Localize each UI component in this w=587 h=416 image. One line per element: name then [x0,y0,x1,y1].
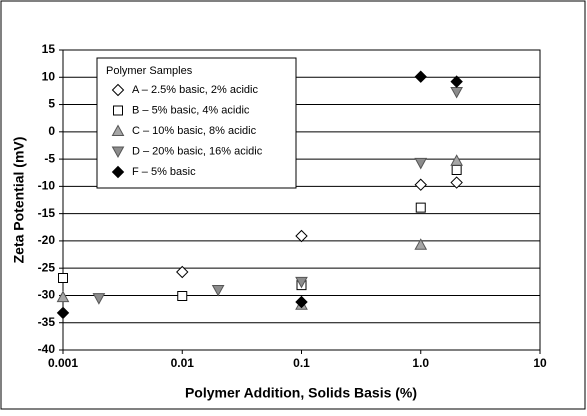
legend-label: A – 2.5% basic, 2% acidic [132,84,258,96]
y-tick-label: -35 [38,315,56,329]
legend-marker [111,146,125,159]
legend-title: Polymer Samples [106,65,193,77]
y-tick-label: 0 [48,124,55,138]
marker [450,176,463,189]
legend-box [96,57,297,189]
marker [295,295,308,309]
marker [414,178,427,191]
legend-label: D – 20% basic, 16% acidic [132,145,263,157]
plot-border [62,49,541,351]
y-tick-label: -40 [38,342,56,356]
y-axis-label: Zeta Potential (mV) [11,137,27,264]
marker [414,70,427,83]
marker [56,290,70,303]
legend-marker [111,165,125,179]
marker [450,75,463,88]
x-tick-label: 0.001 [48,356,78,370]
legend-marker [111,83,125,97]
y-tick-label: 15 [42,42,56,56]
y-tick-label: -25 [38,260,56,274]
y-tick-label: -15 [38,206,56,220]
legend-label: F – 5% basic [132,166,196,178]
x-axis-label: Polymer Addition, Solids Basis (%) [185,385,417,401]
marker [450,154,463,166]
y-tick-label: -20 [38,233,56,247]
marker [414,157,428,170]
marker [177,291,188,301]
x-tick-label: 0.1 [293,356,310,370]
marker [58,273,68,283]
marker [176,265,189,279]
marker [211,285,225,297]
y-tick-label: -10 [38,179,56,193]
marker [415,202,426,213]
marker [92,293,106,305]
y-tick-label: 5 [48,97,55,111]
legend-label: B – 5% basic, 4% acidic [132,104,250,116]
marker [56,306,70,320]
x-tick-label: 1.0 [412,356,429,370]
legend-marker [113,105,123,116]
y-tick-label: -30 [38,288,56,302]
y-tick-label: -5 [44,151,55,165]
marker [414,238,428,250]
marker [295,229,308,243]
marker [295,276,308,289]
x-tick-label: 0.01 [171,356,195,370]
y-tick-label: 10 [42,69,56,83]
legend-marker [111,124,125,136]
marker [451,165,462,175]
legend-label: C – 10% basic, 8% acidic [132,125,257,137]
x-tick-label: 10 [533,356,547,370]
